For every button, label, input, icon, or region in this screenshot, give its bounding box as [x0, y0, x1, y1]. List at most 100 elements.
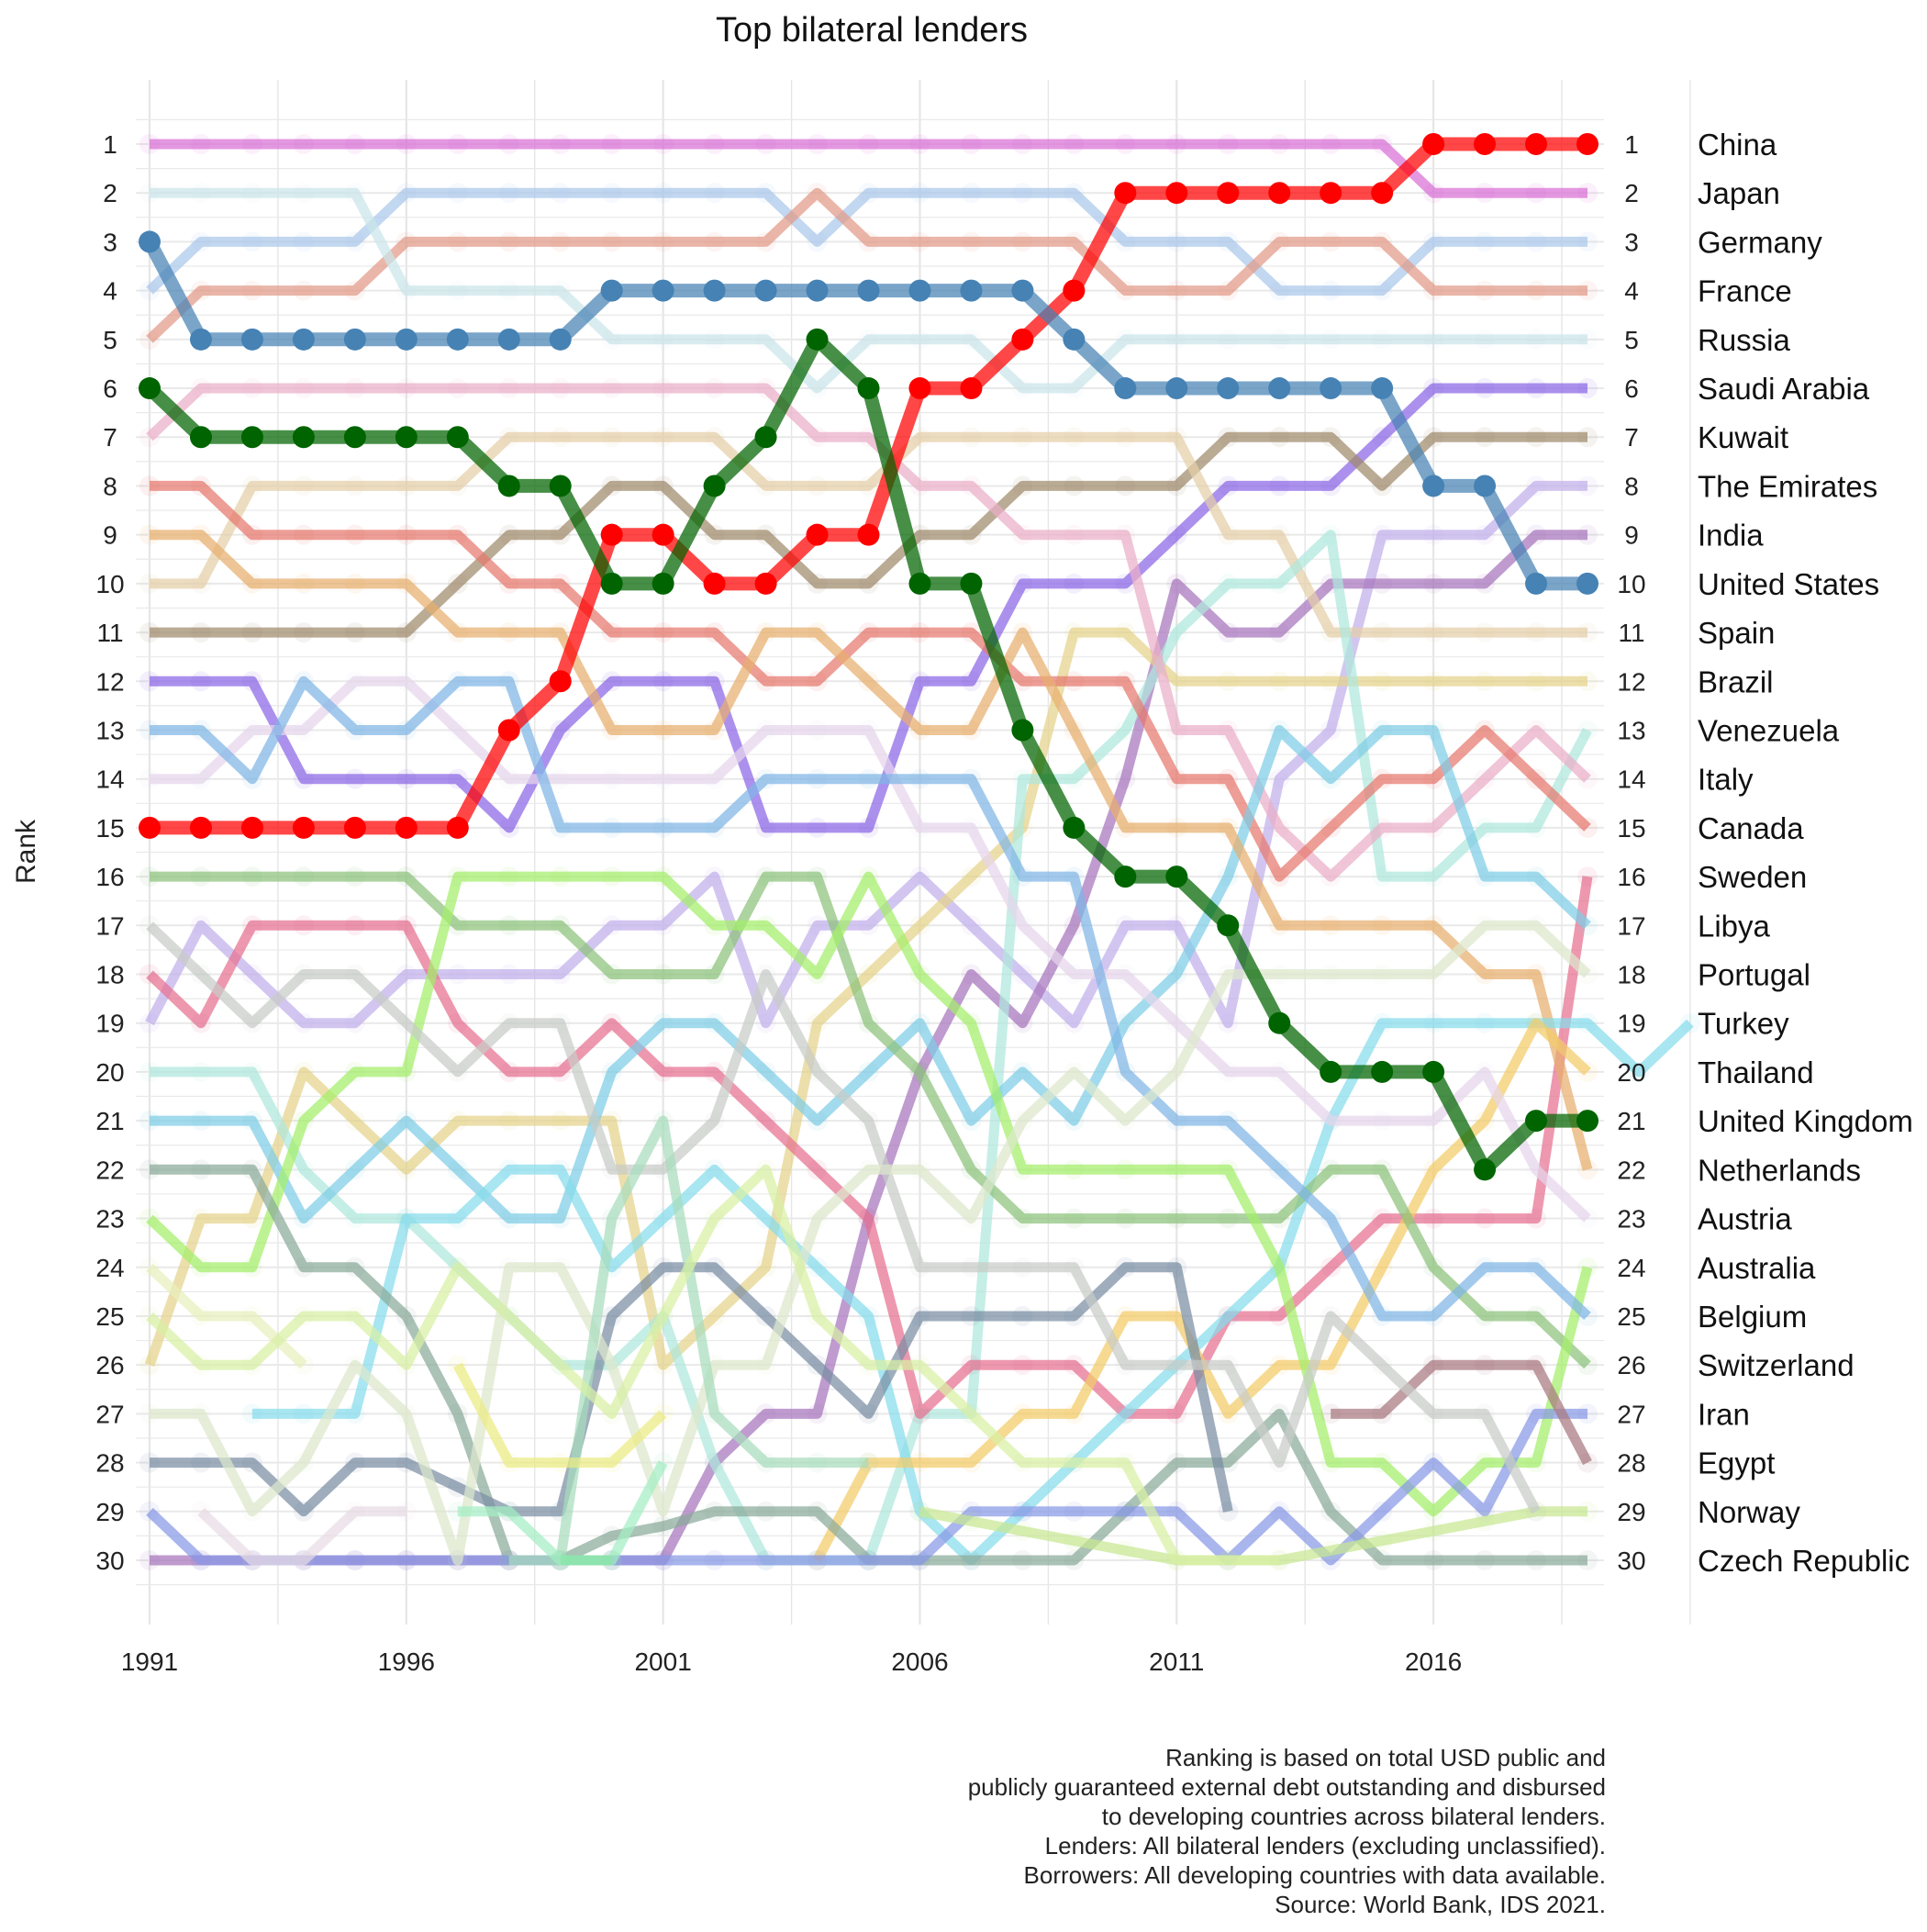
series-point — [858, 622, 879, 643]
series-point — [395, 622, 417, 643]
series-point — [652, 817, 674, 838]
rank-name-label: United States — [1698, 567, 1879, 601]
series-point — [1577, 671, 1598, 692]
series-point — [909, 720, 930, 741]
series-point — [858, 1550, 879, 1570]
y-tick-label-right: 30 — [1617, 1547, 1645, 1575]
series-line — [150, 431, 1587, 638]
series-point — [498, 134, 519, 154]
series-point — [1526, 183, 1547, 204]
series-point — [1166, 964, 1187, 985]
series-point — [446, 816, 469, 839]
series-point — [139, 1355, 160, 1376]
series-point — [601, 964, 622, 985]
series-point — [909, 964, 930, 985]
series-point — [704, 231, 725, 252]
series-point — [395, 475, 417, 497]
series-point — [395, 573, 417, 594]
series-point — [1372, 866, 1393, 888]
series-point — [858, 1012, 879, 1033]
rank-name-label: Canada — [1698, 811, 1804, 845]
series-point — [960, 279, 983, 302]
series-point — [447, 768, 468, 789]
series-point — [139, 866, 160, 888]
series-point — [344, 768, 365, 789]
series-point — [1423, 427, 1444, 448]
series-point — [395, 183, 417, 204]
series-point — [1064, 231, 1085, 252]
series-point — [550, 134, 571, 154]
series-point — [1526, 915, 1547, 936]
series-point — [1372, 280, 1393, 301]
series-point — [498, 671, 519, 692]
rank-name-label: Norway — [1698, 1495, 1800, 1529]
series-point — [1320, 1256, 1342, 1278]
series-point — [1269, 720, 1290, 741]
series-point — [1165, 182, 1188, 205]
series-point — [857, 279, 880, 302]
series-point — [293, 1501, 314, 1522]
series-point — [1218, 1305, 1239, 1326]
series-point — [652, 329, 674, 350]
y-tick-label-right: 20 — [1617, 1058, 1645, 1087]
series-point — [1115, 768, 1136, 789]
series-point — [807, 1501, 828, 1522]
series-point — [704, 329, 725, 350]
series-point — [807, 378, 828, 399]
series-point — [447, 378, 468, 399]
series-point — [550, 964, 571, 985]
series-point — [1320, 1060, 1342, 1083]
series-point — [1166, 524, 1187, 545]
series-point — [1475, 1111, 1496, 1132]
series-point — [1166, 720, 1187, 741]
series-point — [1372, 524, 1393, 545]
series-point — [1269, 1501, 1290, 1522]
series-point — [190, 475, 211, 497]
series-point — [1064, 768, 1085, 789]
series-point — [1218, 134, 1239, 154]
series-point — [1063, 328, 1086, 351]
series-point — [1320, 768, 1342, 789]
series-point — [1269, 329, 1290, 350]
series-point — [344, 524, 365, 545]
series-point — [1526, 1452, 1547, 1473]
series-point — [549, 670, 572, 693]
series-point — [652, 231, 674, 252]
series-point — [1372, 817, 1393, 838]
series-point — [755, 817, 776, 838]
series-point — [446, 328, 469, 351]
series-point — [1115, 1501, 1136, 1522]
series-point — [1526, 231, 1547, 252]
series-point — [498, 1061, 519, 1082]
y-tick-label-right: 1 — [1624, 130, 1639, 159]
series-point — [807, 475, 828, 497]
series-point — [139, 1501, 160, 1522]
series-point — [1372, 1305, 1393, 1326]
series-point — [1064, 866, 1085, 888]
series-point — [293, 622, 314, 643]
series-point — [909, 1550, 930, 1570]
series-point — [498, 280, 519, 301]
series-point — [498, 817, 519, 838]
series-point — [1577, 866, 1598, 888]
y-tick-label: 17 — [95, 911, 124, 940]
series-belgium — [139, 671, 1598, 1326]
series-point — [343, 816, 366, 839]
series-point — [190, 671, 211, 692]
series-point — [1115, 1452, 1136, 1473]
series-point — [1372, 1012, 1393, 1033]
series-point — [293, 231, 314, 252]
series-point — [498, 231, 519, 252]
series-point — [1115, 1159, 1136, 1180]
series-point — [755, 1452, 776, 1473]
series-point — [909, 427, 930, 448]
series-point — [1526, 1550, 1547, 1570]
series-point — [807, 1355, 828, 1376]
y-tick-label-right: 6 — [1624, 374, 1639, 403]
series-point — [909, 1159, 930, 1180]
y-tick-label-right: 21 — [1617, 1107, 1645, 1135]
series-point — [139, 329, 160, 350]
series-point — [1423, 573, 1444, 594]
